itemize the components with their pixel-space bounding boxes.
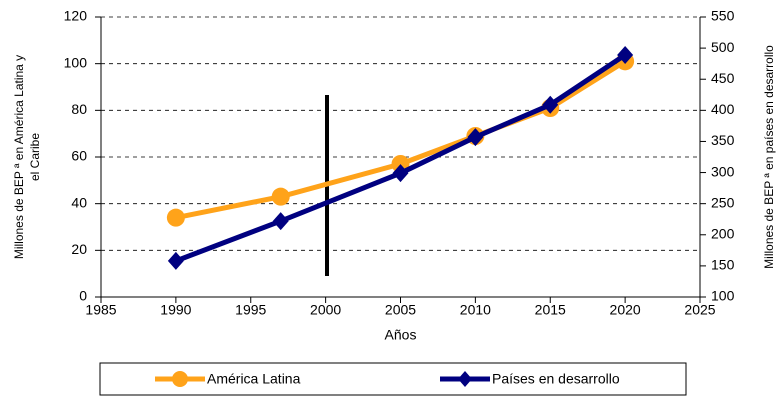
x-tick-label: 2025 [684,302,715,318]
data-point [617,45,634,64]
y2-tick-label: 450 [711,70,735,86]
y2-tick-label: 500 [711,39,735,55]
x-tick-label: 2000 [310,302,341,318]
y-axis-title: el Caribe [28,133,42,181]
y2-tick-label: 150 [711,257,735,273]
y2-tick-label: 100 [711,288,735,304]
series-line [175,59,627,221]
y2-tick-label: 350 [711,132,735,148]
y-tick-label: 80 [71,101,87,117]
data-point [272,212,289,231]
y-tick-label: 0 [79,288,87,304]
x-tick-label: 2015 [535,302,566,318]
y2-tick-label: 400 [711,101,735,117]
data-point [392,164,409,183]
y-tick-label: 40 [71,194,87,210]
legend-label: América Latina [207,371,301,387]
x-tick-label: 1990 [160,302,191,318]
y-tick-label: 60 [71,148,87,164]
data-point [467,128,484,147]
data-point [167,251,184,270]
x-tick-label: 2005 [385,302,416,318]
x-tick-label: 1995 [235,302,266,318]
y-tick-label: 120 [64,8,88,24]
legend-marker [172,371,188,387]
y-axis-title: Millones de BEP ª en América Latina y [12,55,26,259]
x-tick-label: 1985 [85,302,116,318]
legend-marker [458,371,472,387]
y-tick-label: 20 [71,241,87,257]
y-tick-label: 100 [64,54,88,70]
y2-tick-label: 300 [711,163,735,179]
y2-tick-label: 200 [711,225,735,241]
y2-tick-label: 550 [711,8,735,24]
legend-box [99,362,687,396]
x-axis-title: Años [385,327,417,343]
data-point [542,95,559,114]
x-tick-label: 2020 [610,302,641,318]
legend-label: Países en desarrollo [492,371,620,387]
y2-tick-label: 250 [711,194,735,210]
data-point [166,208,185,227]
y2-axis-title: Millones de BEP ª en países en desarroll… [762,45,776,269]
series-line [174,52,627,264]
data-point [271,187,290,206]
x-tick-label: 2010 [460,302,491,318]
